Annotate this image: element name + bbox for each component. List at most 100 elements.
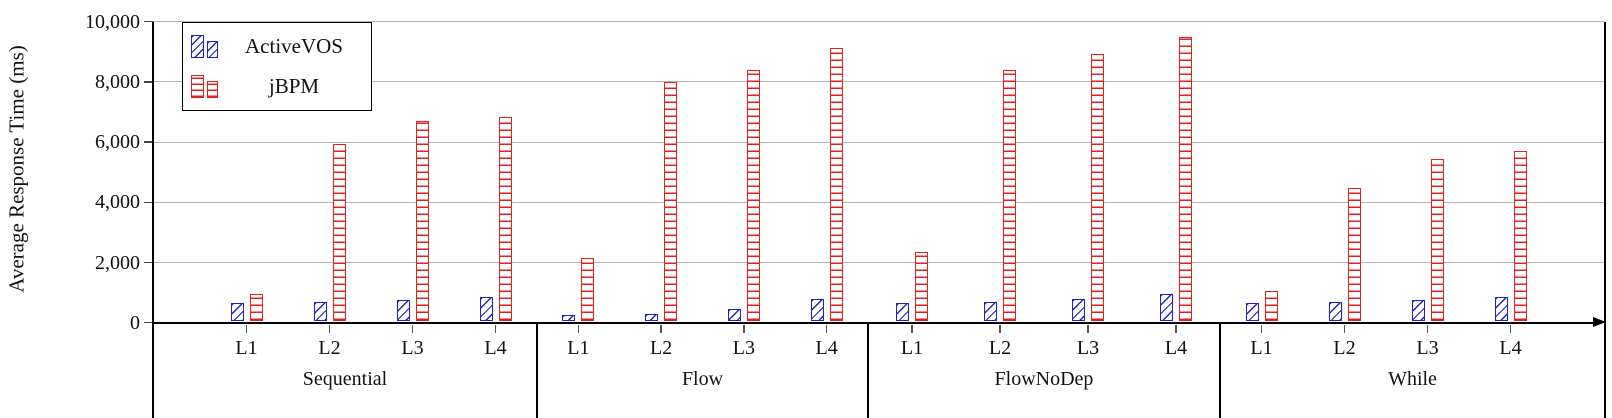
bar-activevos-while-l1 <box>1245 303 1259 322</box>
gridline-10000 <box>153 21 1605 23</box>
bar-jbpm-while-l2 <box>1347 187 1361 322</box>
bar-jbpm-flownodep-l3 <box>1091 53 1104 322</box>
gridline-8000 <box>153 81 1605 83</box>
x-axis-tick <box>1509 324 1512 333</box>
legend-entry-activevos: ActiveVOS <box>191 34 363 59</box>
x-tick-label: L3 <box>1076 337 1100 359</box>
y-tick-label: 10,000 <box>85 10 140 33</box>
bar-activevos-flownodep-l2 <box>984 301 997 322</box>
hatch-swatch-blue <box>207 41 218 59</box>
x-axis-tick <box>911 324 913 333</box>
gridline-4000 <box>153 201 1605 203</box>
bar-activevos-flownodep-l1 <box>896 303 909 322</box>
hatch-swatch-blue <box>191 35 204 59</box>
bar-activevos-flow-l4 <box>810 298 824 322</box>
bar-activevos-while-l3 <box>1411 300 1425 322</box>
bar-activevos-flow-l3 <box>727 309 741 322</box>
x-tick-label: L3 <box>1416 337 1439 359</box>
gridline-6000 <box>153 141 1605 143</box>
x-axis-tick <box>743 324 745 333</box>
x-tick-label: L1 <box>235 337 258 359</box>
group-separator <box>867 322 869 418</box>
x-tick-label: L2 <box>1333 337 1356 359</box>
bar-activevos-sequential-l3 <box>396 300 410 322</box>
group-label-sequential: Sequential <box>302 368 388 390</box>
bar-activevos-flow-l2 <box>645 313 659 322</box>
y-tick-label: 4,000 <box>95 191 140 214</box>
y-axis-line <box>152 22 154 418</box>
gridline-2000 <box>153 261 1605 264</box>
legend-marker-activevos <box>191 35 225 59</box>
bar-activevos-sequential-l4 <box>479 297 493 322</box>
y-tick-label: 8,000 <box>95 70 140 93</box>
bar-activevos-flownodep-l3 <box>1072 298 1085 322</box>
group-separator <box>536 322 538 418</box>
x-axis-tick <box>1260 324 1263 333</box>
x-axis-tick <box>577 324 580 333</box>
x-axis-tick <box>411 324 414 333</box>
x-tick-label: L4 <box>1499 337 1522 359</box>
bar-jbpm-while-l4 <box>1513 151 1527 322</box>
y-axis-tick <box>144 322 153 324</box>
bar-jbpm-flownodep-l4 <box>1179 37 1192 322</box>
legend-marker-jbpm <box>191 74 225 98</box>
y-axis-tick <box>144 21 153 23</box>
legend-entry-jbpm: jBPM <box>191 74 363 99</box>
x-axis-tick <box>1175 324 1177 333</box>
x-tick-label: L4 <box>815 337 838 359</box>
y-axis-tick <box>144 141 153 143</box>
bar-activevos-while-l2 <box>1328 301 1342 322</box>
bar-activevos-flow-l1 <box>562 315 576 322</box>
bar-activevos-sequential-l2 <box>313 301 327 322</box>
bar-jbpm-flow-l2 <box>664 82 678 322</box>
x-tick-label: L1 <box>1250 337 1273 359</box>
x-axis-tick <box>1343 324 1346 333</box>
x-axis-tick <box>1426 324 1429 333</box>
y-axis-title: Average Response Time (ms) <box>4 45 29 293</box>
y-tick-label: 0 <box>130 311 140 334</box>
y-tick-label: 6,000 <box>95 131 140 154</box>
x-axis-tick <box>660 324 662 333</box>
group-label-while: While <box>1388 368 1437 390</box>
bar-activevos-flownodep-l4 <box>1160 294 1173 322</box>
bar-jbpm-flow-l1 <box>581 258 595 322</box>
legend-label-activevos: ActiveVOS <box>245 34 343 59</box>
x-axis-tick <box>245 324 248 333</box>
x-axis-tick <box>328 324 331 333</box>
y-axis-tick <box>144 261 153 264</box>
bar-jbpm-flownodep-l1 <box>915 252 928 322</box>
hatch-swatch-red <box>207 80 218 98</box>
x-tick-label: L3 <box>732 337 755 359</box>
bar-activevos-while-l4 <box>1494 297 1508 322</box>
y-tick-label: 2,000 <box>95 251 140 274</box>
x-tick-label: L4 <box>484 337 507 359</box>
y-axis-tick <box>144 201 153 203</box>
x-tick-label: L2 <box>650 337 673 359</box>
x-tick-label: L3 <box>401 337 424 359</box>
legend-label-jbpm: jBPM <box>268 73 320 98</box>
y-axis-tick <box>144 81 153 83</box>
bar-jbpm-sequential-l4 <box>498 116 512 322</box>
bar-jbpm-while-l1 <box>1264 291 1278 322</box>
x-axis-tick <box>1087 324 1089 333</box>
group-label-flownodep: FlowNoDep <box>994 368 1094 390</box>
bar-jbpm-flow-l4 <box>829 47 843 322</box>
x-axis-arrow <box>1593 317 1606 328</box>
x-axis-line <box>152 321 1593 324</box>
bar-jbpm-flow-l3 <box>746 70 760 322</box>
group-label-flow: Flow <box>681 368 724 390</box>
plot-right-border <box>1604 22 1606 418</box>
x-axis-tick <box>825 324 828 333</box>
x-tick-label: L2 <box>318 337 341 359</box>
bar-jbpm-sequential-l3 <box>415 121 429 322</box>
x-tick-label: L1 <box>900 337 924 359</box>
x-tick-label: L4 <box>1164 337 1188 359</box>
bar-jbpm-sequential-l1 <box>249 294 263 322</box>
bar-jbpm-sequential-l2 <box>332 143 346 322</box>
x-tick-label: L1 <box>567 337 590 359</box>
bar-jbpm-flownodep-l2 <box>1003 70 1016 322</box>
hatch-swatch-red <box>191 74 204 98</box>
x-tick-label: L2 <box>988 337 1012 359</box>
bar-activevos-sequential-l1 <box>230 303 244 322</box>
